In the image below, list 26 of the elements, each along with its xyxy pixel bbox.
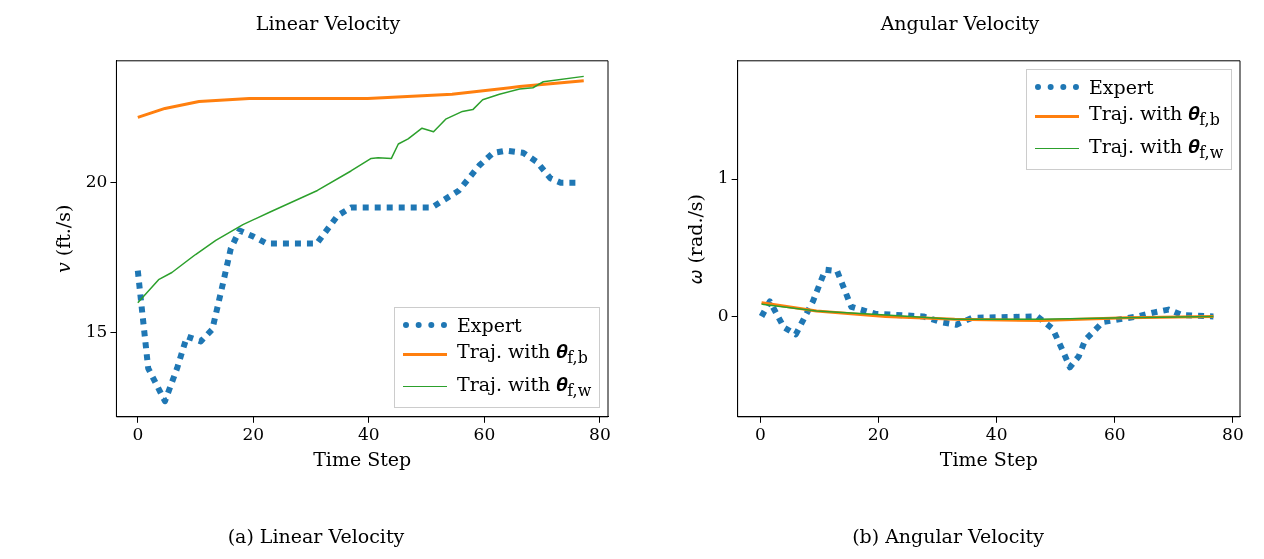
text: (a) Linear Velocity: [226, 525, 406, 547]
x-tick-label: 80: [589, 424, 611, 445]
x-tick-label: 20: [242, 424, 265, 445]
legend-label: Traj. with 𝜽$_{f,b}$: [1089, 100, 1220, 131]
y-tick-label: 1: [717, 167, 729, 188]
legend-label: Traj. with 𝜽$_{f,w}$: [457, 371, 592, 402]
chart-title: Angular Velocity: [879, 12, 1040, 35]
legend-label: Expert: [457, 312, 522, 338]
x-tick-label: 0: [754, 424, 766, 445]
legend-label: Expert: [1089, 74, 1154, 100]
y-axis-title: 𝑣 (ft./s): [52, 204, 75, 274]
x-tick-label: 60: [473, 424, 496, 445]
x-tick-label: 80: [1222, 424, 1244, 445]
y-axis-title: 𝜔 (rad./s): [684, 193, 707, 284]
x-axis-title: Time Step: [939, 447, 1038, 470]
x-axis-title: Time Step: [313, 447, 412, 470]
x-tick-label: 20: [867, 424, 890, 445]
x-tick-label: 0: [132, 424, 144, 445]
chart-title: Linear Velocity: [255, 12, 401, 35]
x-tick-label: 60: [1103, 424, 1126, 445]
x-tick-label: 40: [985, 424, 1008, 445]
legend-label: Traj. with 𝜽$_{f,b}$: [457, 338, 588, 369]
x-tick-label: 40: [358, 424, 380, 445]
y-tick-label: 15: [85, 320, 108, 341]
legend-label: Traj. with 𝜽$_{f,w}$: [1089, 133, 1224, 164]
text: (b) Angular Velocity: [851, 525, 1045, 547]
